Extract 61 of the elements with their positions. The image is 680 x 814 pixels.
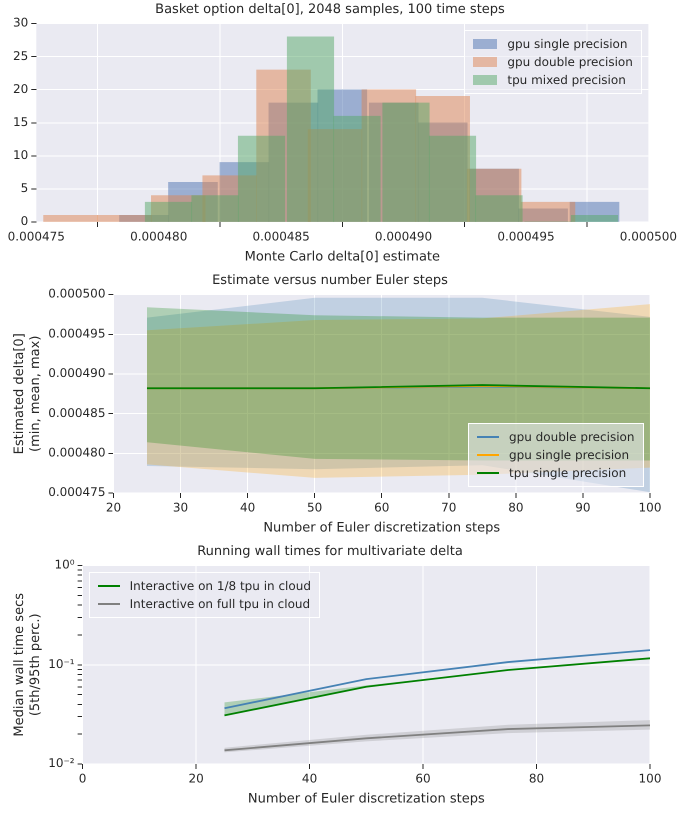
y-tick-label: 5 (20, 181, 28, 196)
x-tick-label: 30 (172, 500, 188, 514)
bar (43, 215, 98, 222)
y-axis-title: Median wall time secs (5th/95th perc.) (12, 592, 43, 737)
y-tick-label: 0.000485 (48, 406, 106, 420)
y-tick-label: 10⁻¹ (48, 656, 75, 671)
y-tick-label: 25 (12, 48, 28, 63)
y-tick-label: 0.000500 (48, 286, 106, 301)
legend-label: gpu single precision (507, 36, 628, 51)
y-tick-label: 10⁰ (54, 558, 75, 572)
x-axis-title: Monte Carlo delta[0] estimate (244, 250, 440, 265)
legend-label: tpu single precision (509, 466, 626, 480)
x-axis-title: Number of Euler discretization steps (248, 792, 485, 807)
chart-title: Estimate versus number Euler steps (212, 273, 448, 288)
x-tick-label: 60 (415, 771, 431, 786)
bar (520, 202, 576, 222)
y-tick-label: 0.000490 (48, 366, 106, 380)
x-tick-label: 80 (528, 771, 544, 786)
y-tick-label: 10 (12, 148, 28, 162)
bar (333, 116, 381, 222)
x-tick-label: 90 (575, 500, 591, 514)
legend-label: Interactive on full tpu in cloud (130, 596, 310, 611)
x-tick-label: 80 (508, 500, 524, 514)
legend-label: tpu mixed precision (507, 72, 626, 87)
x-tick-label: 50 (307, 500, 322, 514)
y-axis-title: Estimated delta[0] (min, mean, max) (12, 333, 43, 454)
bar (382, 102, 430, 222)
x-tick-label: 20 (106, 500, 122, 514)
x-tick-label: 0.000485 (252, 229, 310, 244)
x-tick-label: 100 (638, 771, 662, 786)
x-tick-label: 100 (638, 500, 662, 514)
x-axis-title: Number of Euler discretization steps (263, 520, 500, 536)
legend-label: Interactive on 1/8 tpu in cloud (130, 578, 311, 593)
y-tick-label: 0 (20, 214, 28, 228)
x-tick-label: 40 (240, 500, 256, 514)
y-tick-label: 15 (12, 114, 28, 129)
y-tick-label: 0.000495 (48, 326, 106, 340)
y-tick-label: 0.000475 (48, 485, 106, 500)
x-tick-label: 60 (374, 500, 390, 514)
bar (191, 195, 239, 222)
y-tick-label: 30 (12, 16, 28, 30)
bar (570, 215, 618, 222)
legend-label: gpu double precision (507, 54, 633, 69)
bar (144, 202, 192, 222)
bar (286, 36, 334, 222)
x-tick-label: 0.000500 (620, 229, 678, 244)
legend-label: gpu double precision (509, 430, 635, 444)
bar (238, 136, 286, 222)
chart-title: Basket option delta[0], 2048 samples, 100 time steps (155, 2, 506, 18)
y-tick-label: 10⁻² (48, 756, 75, 770)
x-tick-label: 0.000480 (130, 229, 188, 244)
y-tick-label: 0.000480 (48, 445, 106, 460)
y-tick-label: 20 (12, 82, 28, 96)
legend-label: gpu single precision (509, 448, 630, 462)
x-tick-label: 40 (302, 771, 318, 786)
bar (428, 136, 476, 222)
x-tick-label: 0.000490 (374, 229, 432, 244)
x-tick-label: 20 (188, 771, 204, 786)
chart-title: Running wall times for multivariate delta (197, 544, 463, 560)
x-tick-label: 0.000495 (497, 229, 555, 244)
x-tick-label: 70 (441, 500, 456, 514)
